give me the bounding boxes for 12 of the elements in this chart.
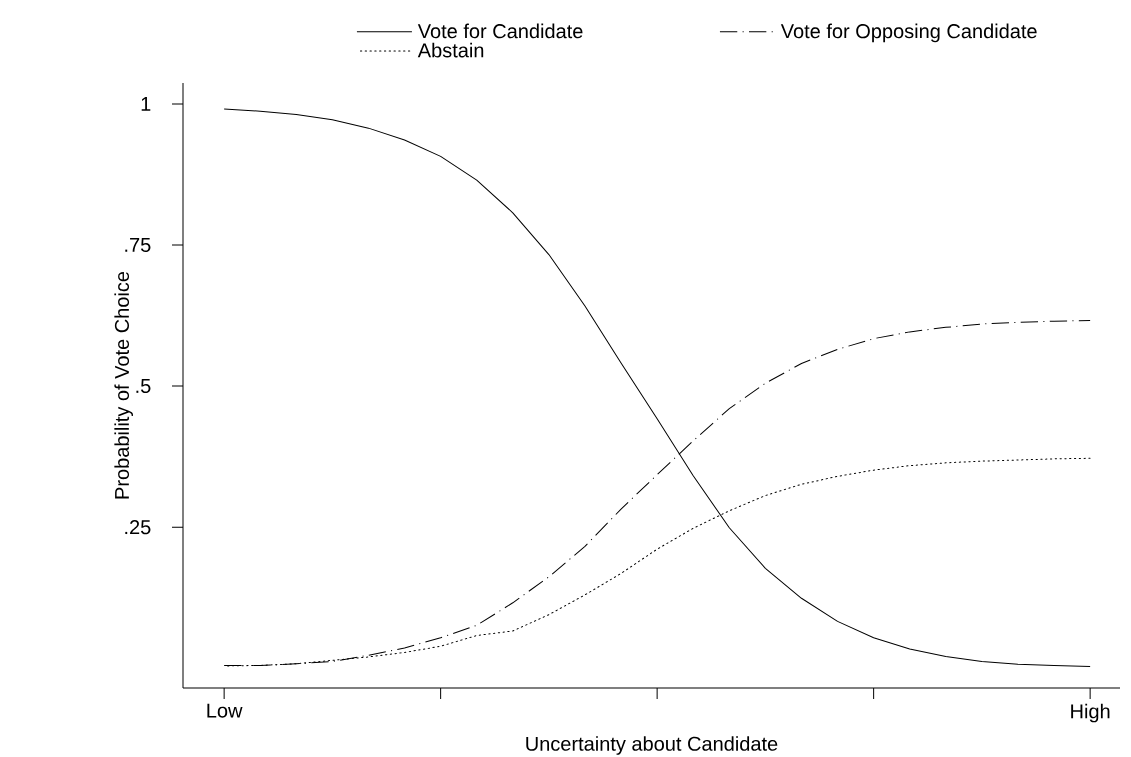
y-tick-label: 1 bbox=[141, 97, 151, 111]
y-tick-label: .5 bbox=[136, 379, 151, 394]
legend-label: Vote for Opposing Candidate bbox=[780, 23, 1037, 43]
legend-label: Vote for Candidate bbox=[417, 23, 583, 39]
x-tick-label: High bbox=[1071, 703, 1110, 723]
legend-label: Abstain bbox=[417, 42, 484, 58]
x-tick-label: Low bbox=[207, 703, 243, 718]
y-tick-label: .75 bbox=[125, 237, 151, 252]
y-tick-label: .25 bbox=[125, 520, 151, 535]
line-series bbox=[223, 108, 1091, 668]
x-axis-title: Uncertainty about Candidate bbox=[526, 736, 778, 755]
y-axis-title: Probability of Vote Choice bbox=[114, 271, 133, 499]
